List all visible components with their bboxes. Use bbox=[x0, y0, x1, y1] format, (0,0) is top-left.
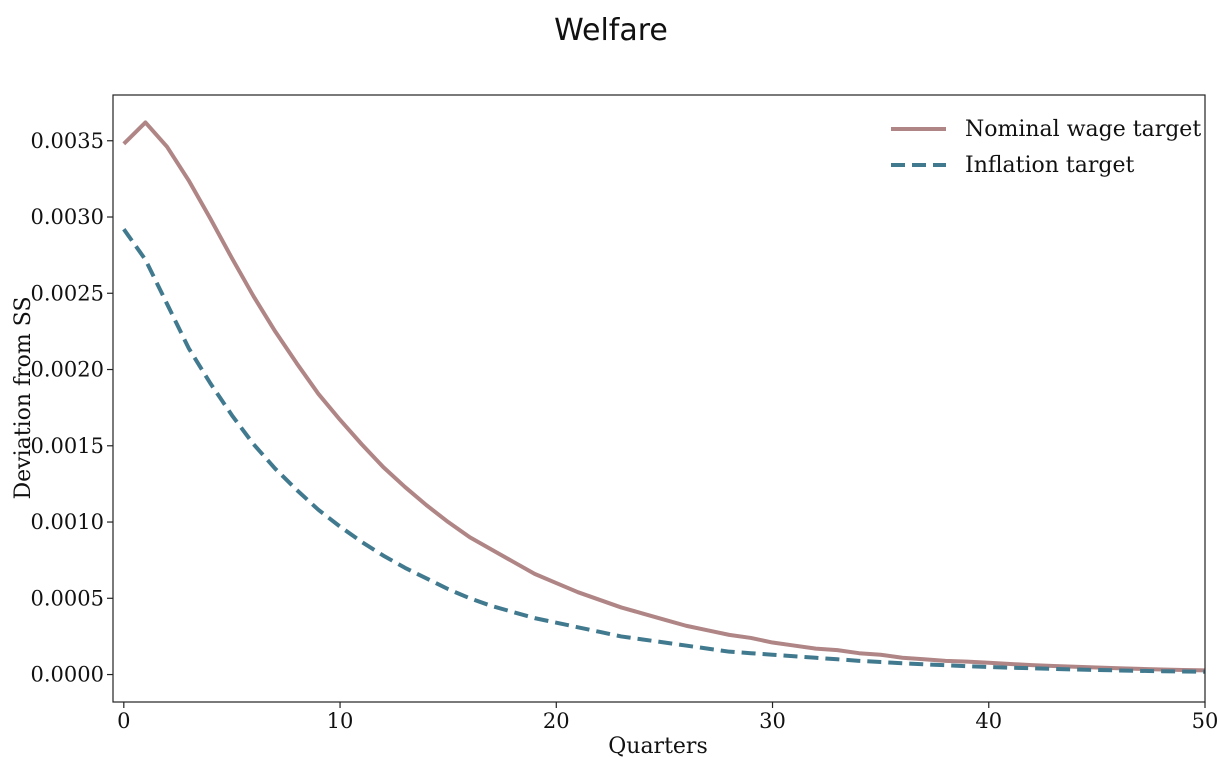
plot-frame bbox=[112, 94, 1206, 703]
x-tick-label: 40 bbox=[975, 709, 1002, 733]
y-tick-label: 0.0030 bbox=[31, 205, 104, 229]
y-tick-label: 0.0000 bbox=[31, 663, 104, 687]
x-tick-label: 20 bbox=[543, 709, 570, 733]
x-tick-label: 0 bbox=[117, 709, 130, 733]
x-tick-label: 50 bbox=[1192, 709, 1217, 733]
legend-label-inflation-target: Inflation target bbox=[965, 153, 1135, 178]
series-line-inflation-target bbox=[122, 228, 1205, 674]
y-tick-label: 0.0015 bbox=[31, 434, 104, 458]
series-line-nominal-wage-target bbox=[122, 120, 1205, 673]
chart-title: Welfare bbox=[554, 13, 668, 48]
y-tick-label: 0.0005 bbox=[31, 586, 104, 610]
y-tick-label: 0.0010 bbox=[31, 510, 104, 534]
x-axis-label: Quarters bbox=[608, 734, 708, 757]
y-tick-label: 0.0025 bbox=[31, 281, 104, 305]
legend-label-nominal-wage-target: Nominal wage target bbox=[965, 117, 1201, 142]
y-tick-label: 0.0020 bbox=[31, 358, 104, 382]
x-tick-label: 10 bbox=[327, 709, 354, 733]
x-tick-label: 30 bbox=[759, 709, 786, 733]
y-tick-label: 0.0035 bbox=[31, 129, 104, 153]
y-axis-label: Deviation from SS bbox=[11, 296, 36, 499]
plot-area: 0 10 20 30 40 50 0.0000 0.0005 0.0010 0.0015 0.002… bbox=[31, 94, 1217, 733]
legend: Nominal wage target Inflation target bbox=[891, 117, 1201, 178]
